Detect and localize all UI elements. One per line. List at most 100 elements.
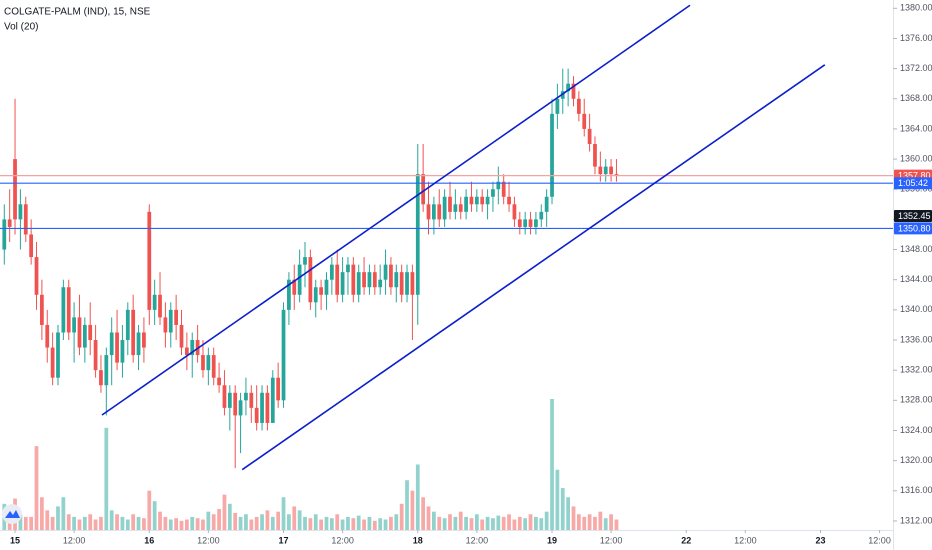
- candle-body: [544, 196, 549, 212]
- y-tick-label: 1340.00: [900, 304, 932, 314]
- volume-bar: [72, 516, 76, 530]
- candle-body: [77, 317, 82, 348]
- volume-bar: [34, 446, 39, 530]
- x-tick-label: 12:00: [868, 535, 891, 545]
- candle-body: [356, 272, 361, 295]
- volume-bar: [82, 516, 87, 530]
- volume-bar: [147, 490, 152, 530]
- volume-bar: [480, 519, 485, 530]
- volume-bar: [571, 506, 576, 530]
- volume-bar: [61, 497, 66, 530]
- volume-bar: [507, 514, 511, 530]
- volume-bar: [190, 516, 195, 530]
- volume-bar: [99, 516, 103, 530]
- volume-bar: [324, 516, 329, 530]
- candle-body: [270, 377, 275, 423]
- y-tick-label: 1360.00: [900, 153, 932, 163]
- volume-bar: [179, 520, 184, 530]
- price-tag: [894, 222, 932, 235]
- candle-body: [34, 257, 39, 295]
- volume-bar: [399, 503, 404, 530]
- candle-body: [45, 324, 50, 348]
- volume-bar: [582, 516, 587, 530]
- volume-bar: [539, 518, 544, 530]
- volume-bar: [260, 514, 264, 530]
- y-tick-label: 1316.00: [900, 485, 932, 495]
- volume-bar: [211, 514, 216, 530]
- candle-body: [501, 181, 506, 197]
- candle-body: [609, 166, 613, 175]
- candle-body: [142, 332, 146, 348]
- candle-body: [383, 264, 388, 280]
- candle-body: [163, 317, 168, 333]
- volume-bar: [566, 497, 571, 530]
- candle-body: [260, 392, 264, 423]
- y-tick-label: 1324.00: [900, 425, 932, 435]
- candle-body: [158, 294, 162, 318]
- volume-bar: [88, 514, 93, 530]
- volume-bar: [238, 516, 243, 530]
- candle-body: [555, 98, 560, 114]
- volume-bar: [254, 516, 259, 530]
- candle-body: [131, 309, 136, 356]
- y-tick-label: 1380.00: [900, 3, 932, 13]
- candle-body: [426, 204, 431, 220]
- x-tick-label: 17: [279, 535, 289, 545]
- candle-body: [491, 189, 495, 197]
- candle-body: [372, 272, 377, 288]
- volume-bar: [378, 518, 383, 530]
- x-tick-label: 12:00: [600, 535, 623, 545]
- price-tag-label: 1352.45: [898, 211, 931, 221]
- volume-bar: [313, 514, 318, 530]
- candle-body: [174, 309, 179, 325]
- candle-body: [7, 219, 12, 227]
- price-tag-label: 1350.80: [898, 223, 931, 233]
- volume-bar: [512, 519, 517, 530]
- candle-body: [82, 324, 87, 348]
- candle-body: [115, 332, 119, 363]
- volume-bar: [131, 514, 136, 530]
- volume-bar: [29, 516, 34, 530]
- volume-bar: [362, 519, 366, 530]
- candle-body: [458, 204, 463, 212]
- volume-bar: [544, 511, 549, 530]
- candle-body: [99, 370, 103, 386]
- volume-bar: [335, 514, 340, 530]
- candle-body: [88, 324, 93, 341]
- volume-bar: [346, 516, 350, 530]
- volume-bar: [40, 497, 44, 530]
- candle-body: [281, 309, 286, 401]
- candle-body: [104, 355, 109, 386]
- volume-bar: [453, 516, 458, 530]
- candle-body: [23, 204, 28, 235]
- volume-bar: [244, 514, 248, 530]
- candle-body: [523, 219, 528, 227]
- x-tick-label: 12:00: [734, 535, 757, 545]
- candle-body: [125, 309, 130, 341]
- price-tag-label: 1:05:42: [898, 178, 928, 188]
- y-tick-label: 1332.00: [900, 365, 932, 375]
- candle-body: [329, 264, 334, 280]
- candle-body: [292, 279, 297, 295]
- y-tick-label: 1344.00: [900, 274, 932, 284]
- candle-body: [603, 166, 608, 175]
- candle-body: [614, 174, 619, 176]
- x-tick-label: 12:00: [197, 535, 220, 545]
- volume-bar: [491, 518, 495, 530]
- candle-body: [254, 407, 259, 423]
- candle-body: [399, 272, 404, 295]
- candle-body: [244, 392, 248, 401]
- volume-bar: [50, 516, 55, 530]
- candle-body: [582, 113, 587, 129]
- candle-body: [109, 332, 114, 356]
- volume-bar: [367, 516, 372, 530]
- volume-bar: [104, 427, 109, 530]
- volume-bar: [458, 511, 463, 530]
- trend-line: [101, 4, 691, 416]
- volume-bar: [109, 510, 114, 530]
- candle-body: [389, 264, 393, 288]
- volume-bar: [614, 519, 619, 530]
- candle-body: [2, 219, 7, 250]
- volume-bar: [421, 497, 426, 530]
